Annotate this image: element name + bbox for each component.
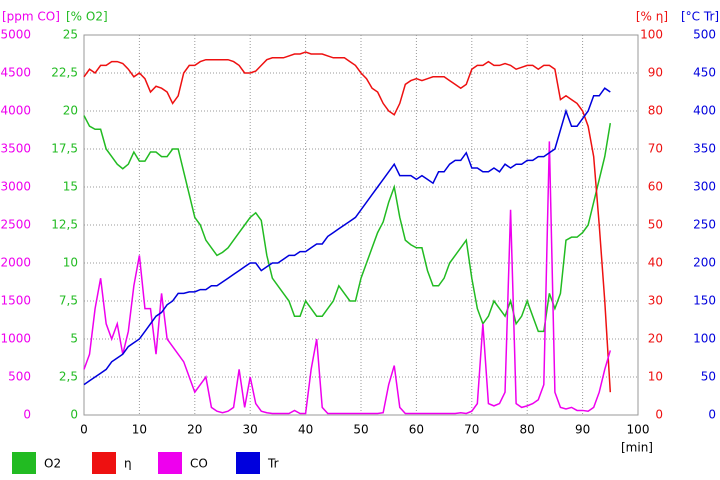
y-tick-label: 12,5 xyxy=(51,218,78,232)
x-tick-label: 0 xyxy=(80,423,88,437)
legend-label: O2 xyxy=(44,457,61,471)
legend-label: Tr xyxy=(267,457,279,471)
series-line xyxy=(83,115,612,333)
y-tick-label: 350 xyxy=(693,142,716,156)
y-tick-label: 50 xyxy=(648,218,663,232)
y-tick-label: 90 xyxy=(648,66,663,80)
y-tick-label: 100 xyxy=(640,28,663,42)
o2-axis-title: [% O2] xyxy=(66,10,108,24)
legend-swatch xyxy=(92,452,116,474)
y-tick-label: 500 xyxy=(693,28,716,42)
y-tick-label: 450 xyxy=(693,66,716,80)
x-tick-label: 80 xyxy=(520,423,535,437)
y-tick-label: 30 xyxy=(648,294,663,308)
series-line xyxy=(83,87,611,386)
y-tick-label: 2500 xyxy=(0,218,31,232)
y-tick-label: 80 xyxy=(648,104,663,118)
y-tick-label: 400 xyxy=(693,104,716,118)
y-tick-label: 0 xyxy=(708,408,716,422)
y-tick-label: 2,5 xyxy=(59,370,78,384)
plot-frame xyxy=(83,34,639,416)
y-tick-label: 100 xyxy=(693,332,716,346)
y-tick-label: 5 xyxy=(70,332,78,346)
y-tick-label: 70 xyxy=(648,142,663,156)
x-tick-label: 50 xyxy=(353,423,368,437)
y-tick-label: 2000 xyxy=(0,256,31,270)
y-tick-label: 22,5 xyxy=(51,66,78,80)
series-line xyxy=(83,141,612,415)
series-line xyxy=(83,51,612,393)
y-tick-label: 500 xyxy=(8,370,31,384)
legend-swatch xyxy=(158,452,182,474)
y-tick-label: 150 xyxy=(693,294,716,308)
legend-label: η xyxy=(124,457,132,471)
y-tick-label: 4000 xyxy=(0,104,31,118)
y-tick-label: 10 xyxy=(648,370,663,384)
y-tick-label: 50 xyxy=(701,370,716,384)
y-tick-label: 40 xyxy=(648,256,663,270)
x-tick-label: 90 xyxy=(575,423,590,437)
x-tick-label: 100 xyxy=(627,423,650,437)
y-tick-label: 3500 xyxy=(0,142,31,156)
y-tick-label: 0 xyxy=(70,408,78,422)
y-tick-label: 300 xyxy=(693,180,716,194)
legend-swatch xyxy=(236,452,260,474)
eta-axis-title: [% η] xyxy=(636,10,668,24)
y-tick-label: 20 xyxy=(63,104,78,118)
y-tick-label: 7,5 xyxy=(59,294,78,308)
y-tick-label: 200 xyxy=(693,256,716,270)
x-tick-label: 10 xyxy=(132,423,147,437)
y-tick-label: 0 xyxy=(655,408,663,422)
y-tick-label: 17,5 xyxy=(51,142,78,156)
y-tick-label: 1000 xyxy=(0,332,31,346)
y-tick-label: 250 xyxy=(693,218,716,232)
y-tick-label: 10 xyxy=(63,256,78,270)
y-tick-label: 20 xyxy=(648,332,663,346)
x-tick-label: 70 xyxy=(464,423,479,437)
y-tick-label: 1500 xyxy=(0,294,31,308)
tr-axis-title: [°C Tr] xyxy=(681,10,719,24)
y-tick-label: 60 xyxy=(648,180,663,194)
legend-label: CO xyxy=(190,457,208,471)
y-tick-label: 0 xyxy=(23,408,31,422)
x-tick-label: 20 xyxy=(187,423,202,437)
x-tick-label: 40 xyxy=(298,423,313,437)
y-tick-label: 5000 xyxy=(0,28,31,42)
y-tick-label: 25 xyxy=(63,28,78,42)
y-tick-label: 3000 xyxy=(0,180,31,194)
legend-swatch xyxy=(12,452,36,474)
x-tick-label: 30 xyxy=(243,423,258,437)
x-tick-label: 60 xyxy=(409,423,424,437)
y-tick-label: 15 xyxy=(63,180,78,194)
x-axis-title: [min] xyxy=(621,441,653,455)
co-axis-title: [ppm CO] xyxy=(2,10,60,24)
y-tick-label: 4500 xyxy=(0,66,31,80)
